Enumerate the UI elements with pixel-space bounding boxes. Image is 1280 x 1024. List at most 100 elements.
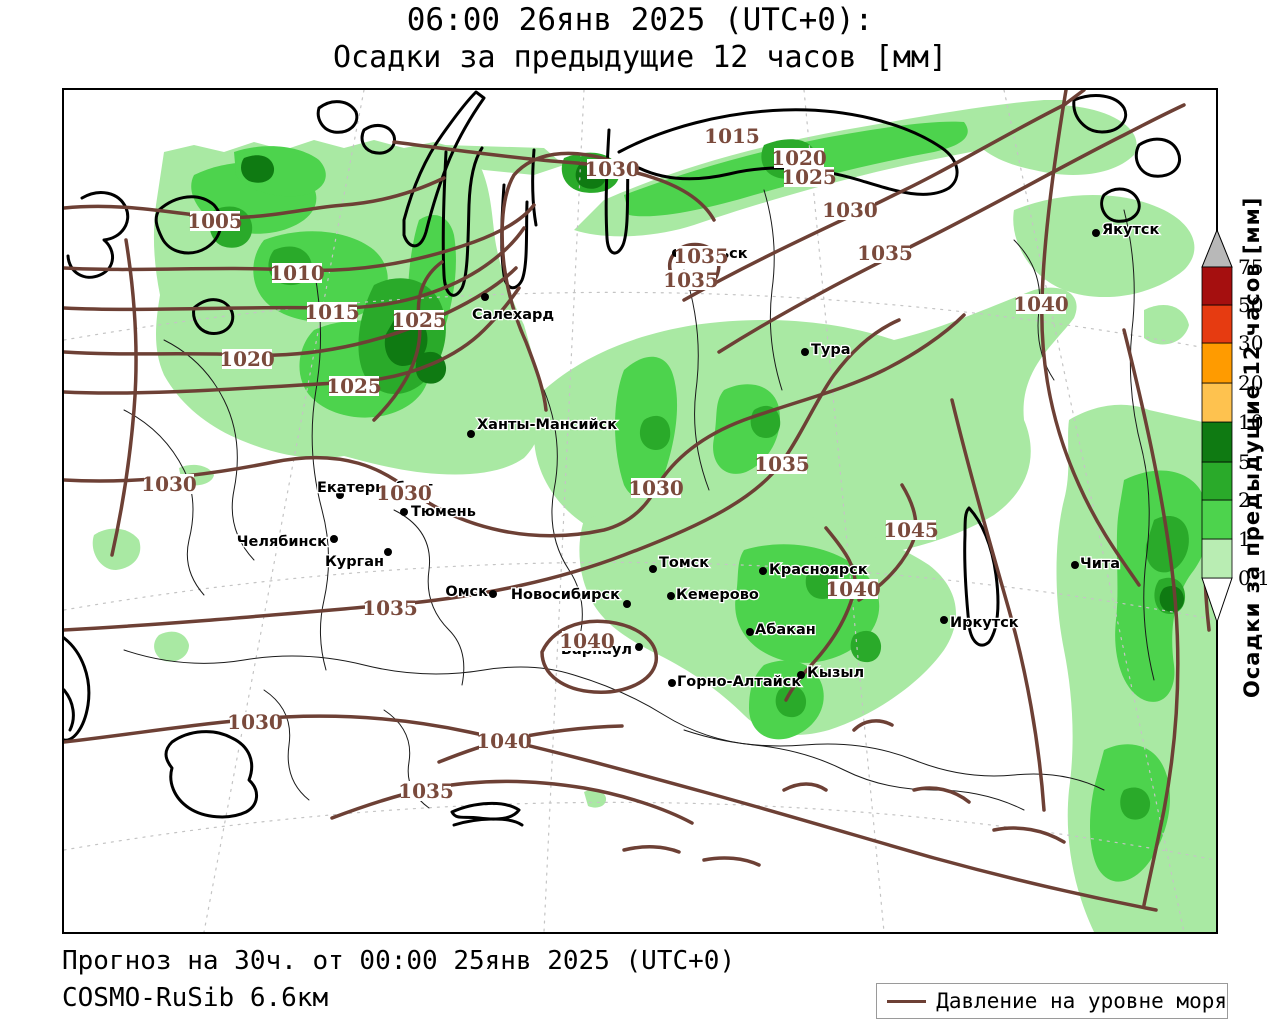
isobar-line [540,619,658,694]
map-frame: Салехард Ханты-Мансийск Тура Якутск ьск Екате… [62,88,1218,934]
city-label-tomsk: Томск [659,555,709,571]
admin-border [1123,209,1155,681]
city-label-kemerovo: Кемерово [676,587,759,603]
page-title-variable: Осадки за предыдущие 12 часов [мм] [332,40,948,75]
isobar-line [1040,90,1141,587]
colorbar-segment-30-50 [1201,304,1233,344]
city-label-omsk: Омск [445,584,488,600]
isobar-line [782,782,828,792]
admin-border [763,189,783,391]
coastline [450,801,521,821]
isobar-line [500,151,611,412]
admin-border [543,389,583,641]
precip-light [1144,305,1189,345]
isobar-label: 1015 [304,300,360,324]
city-label-gorno-altaysk: Горно-Алтайск [677,674,801,690]
admin-border [163,339,255,561]
isobar-label-bg [828,579,878,599]
isobar-label: 1020 [771,146,827,170]
isobar-label: 1040 [559,629,615,653]
isobar-label-bg [666,270,716,290]
isobar-label-bg [562,631,612,651]
city-label-chelyabinsk: Челябинск [237,534,327,550]
page-title-datetime: 06:00 26янв 2025 (UTC+0): [406,2,874,38]
coastline [617,108,959,196]
pressure-legend: Давление на уровне моря [876,983,1228,1019]
admin-border [123,409,205,596]
coastline [963,506,1000,647]
isobar-line [717,103,1186,354]
isobar-label-bg [329,376,379,396]
city-dot-tomsk [649,565,657,573]
colorbar-below-range-arrow [1201,577,1233,624]
weather-map: СалехардХанты-МансийскТураЯкутскьскЕкате… [64,90,1216,932]
isobar-label: 1035 [754,452,810,476]
isobar-label: 1030 [584,157,640,181]
colorbar-segment-0.1-1 [1201,538,1233,579]
city-dot-krasnoyarsk [759,567,767,575]
precip-dark [639,415,671,450]
city-dot-kyzyl [797,671,805,679]
isobar-label: 1030 [227,710,283,734]
graticule-line [64,291,1216,351]
model-name-text: COSMO-RuSib 6.6км [62,983,329,1013]
isobar-line [992,826,1066,844]
city-dot-barnaul [635,643,643,651]
city-label-salekhard: Салехард [472,307,554,323]
coastline [1100,187,1141,223]
colorbar-segment-10-20 [1201,382,1233,423]
isobar-line [64,318,901,632]
colorbar-segment-2-5 [1201,461,1233,501]
isobar-label: 1030 [628,476,684,500]
coastline [1072,94,1127,134]
city-dot-omsk [489,590,497,598]
city-dot-salekhard [481,293,489,301]
isobar-line [64,203,536,273]
isobar-line [950,398,1046,812]
colorbar-tick-75: 75 [1238,255,1263,279]
coastline [452,817,524,827]
isobar-label: 1035 [673,244,729,268]
forecast-lead-text: Прогноз на 30ч. от 00:00 25янв 2025 (UTC… [62,946,736,976]
city-label-khanty-mansiysk: Ханты-Мансийск [477,417,617,433]
isobar-line [392,140,716,222]
isobar-label: 1035 [857,241,913,265]
isobar-label: 1025 [326,374,382,398]
isobar-label-bg [307,302,357,322]
isobar-label: 1030 [822,198,878,222]
precip-darkest [241,155,275,183]
precip-darkest [1159,586,1184,612]
coastline [360,123,396,155]
city-label-yakutsk: Якутск [1102,222,1159,238]
city-label-tura: Тура [811,342,851,358]
coastline [1134,137,1181,178]
isobar-label: 1020 [219,347,275,371]
isobar-label: 1015 [704,124,760,148]
coastline [316,100,359,134]
city-dot-abakan [746,628,754,636]
isobar-line [912,786,971,804]
colorbar-tick-10: 10 [1238,410,1263,434]
coastline [64,688,75,732]
isobar-label-bg [860,243,910,263]
isobar-line [110,238,138,557]
graticule-line [1003,90,1185,932]
colorbar-tick-20: 20 [1238,371,1263,395]
isobar-line [784,526,857,702]
city-dot-tura [801,348,809,356]
isobar-label-bg [190,211,240,231]
isobar-label: 1035 [398,779,454,803]
coastline [64,636,91,742]
isobar-line [702,856,761,867]
isobar-label: 1005 [187,209,243,233]
admin-border [683,729,1105,791]
city-label-irkutsk: Иркутск [950,615,1019,631]
city-label-novosibirsk: Новосибирск [511,587,620,603]
cities-layer: СалехардХанты-МансийскТураЯкутскьскЕкате… [236,221,1161,692]
isobar-line [1122,328,1180,907]
isobar-label: 1035 [362,596,418,620]
colorbar-tick-0.1: 0.1 [1238,566,1270,590]
isobar-label: 1030 [141,472,197,496]
colorbar-tick-2: 2 [1238,488,1251,512]
